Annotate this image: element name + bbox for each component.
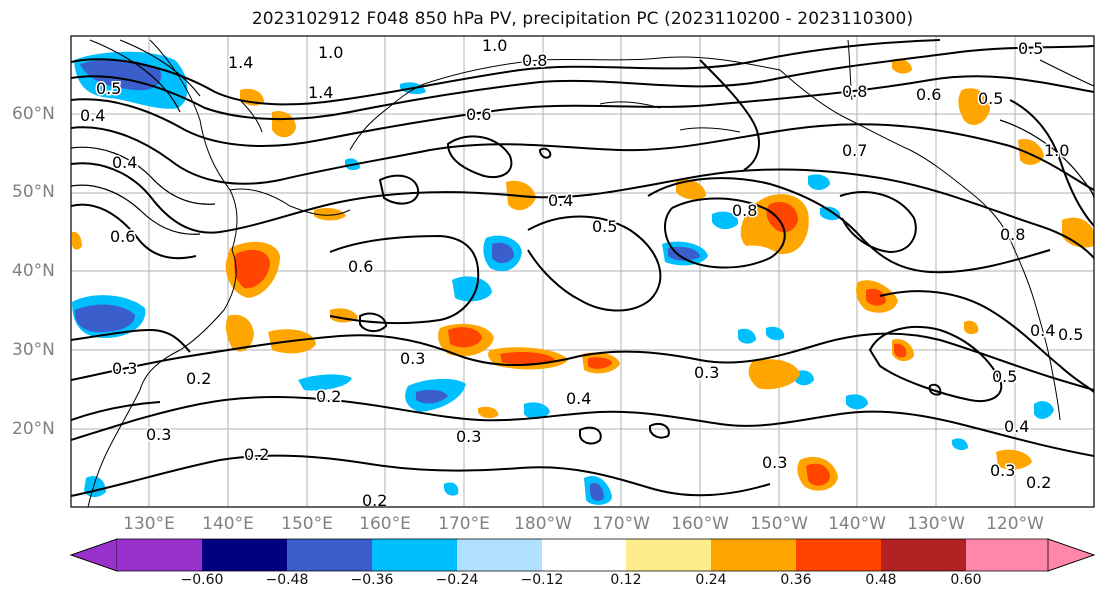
contour-label: 0.8 (842, 82, 867, 101)
lon-label: 160°E (359, 514, 411, 534)
lat-label: 30°N (12, 340, 55, 360)
colorbar-segment (117, 539, 202, 571)
colorbar-segment (202, 539, 287, 571)
contour-labels: 1.4 1.0 1.0 0.8 0.5 0.4 1.4 0.6 0.8 0.6 … (79, 35, 1085, 512)
lon-label: 170°E (438, 514, 490, 534)
contour-label: 0.5 (978, 89, 1003, 108)
colorbar-tick-label: −0.24 (435, 572, 479, 588)
lat-label: 40°N (12, 261, 55, 281)
lon-label: 180°W (514, 514, 572, 534)
contour-label: 0.2 (1026, 473, 1051, 492)
contour-label: 0.6 (916, 85, 941, 104)
lon-label: 120°W (986, 514, 1044, 534)
contour-label: 0.8 (1000, 225, 1025, 244)
contour-label: 0.3 (456, 427, 481, 446)
contour-label: 0.8 (522, 51, 547, 70)
colorbar-segment (966, 539, 1048, 571)
contour-label: 0.5 (992, 367, 1017, 386)
contour-label: 0.4 (112, 153, 137, 172)
contour-label: 1.0 (482, 36, 507, 55)
colorbar-tick-label: 0.60 (950, 572, 982, 588)
colorbar-tick-label: 0.48 (865, 572, 897, 588)
colorbar-outline (69, 538, 1096, 572)
pv-contours (71, 39, 1094, 497)
contour-label: 0.6 (348, 257, 373, 276)
contour-label: 0.5 (96, 79, 121, 98)
colorbar-tick-label: 0.36 (780, 572, 812, 588)
lon-label: 140°E (202, 514, 254, 534)
contour-label: 0.4 (566, 389, 591, 408)
colorbar-segment (796, 539, 881, 571)
colorbar-segment (711, 539, 796, 571)
colorbar-tick-label: −0.12 (520, 572, 564, 588)
contour-label: 0.2 (244, 445, 269, 464)
contour-label: 1.4 (228, 53, 253, 72)
contour-label: 0.4 (80, 106, 105, 125)
colorbar-tick-label: 0.12 (610, 572, 642, 588)
lat-label: 20°N (12, 419, 55, 439)
colorbar-tick-label: −0.36 (350, 572, 394, 588)
lon-label: 140°W (828, 514, 886, 534)
colorbar-tick-label: 0.24 (695, 572, 727, 588)
contour-label: 0.3 (762, 453, 787, 472)
contour-label: 0.4 (1030, 321, 1055, 340)
contour-label: 0.7 (842, 141, 867, 160)
precip-positive-shading (72, 58, 1094, 491)
colorbar-segment (881, 539, 966, 571)
colorbar-segment (372, 539, 457, 571)
contour-label: 1.4 (308, 83, 333, 102)
colorbar-segment (626, 539, 711, 571)
map-frame (70, 35, 1095, 508)
lat-label: 50°N (12, 182, 55, 202)
contour-label: 0.4 (1004, 417, 1029, 436)
colorbar-segment (457, 539, 542, 571)
lon-label: 150°E (281, 514, 333, 534)
lon-label: 130°E (123, 514, 175, 534)
contour-label: 0.6 (466, 105, 491, 124)
contour-label: 0.3 (694, 363, 719, 382)
contour-label: 0.2 (316, 387, 341, 406)
contour-label: 0.4 (548, 191, 573, 210)
contour-label: 0.6 (110, 227, 135, 246)
contour-label: 1.0 (318, 43, 343, 62)
coastlines (87, 39, 1061, 507)
contour-label: 1.0 (1044, 141, 1069, 160)
map-title: 2023102912 F048 850 hPa PV, precipitatio… (251, 9, 914, 29)
colorbar-extend-high (1047, 538, 1096, 572)
contour-label: 0.8 (732, 201, 757, 220)
colorbar-tick-label: −0.60 (180, 572, 224, 588)
colorbar-tick-label: −0.48 (265, 572, 309, 588)
contour-label: 0.5 (1018, 39, 1043, 58)
contour-label: 0.3 (400, 349, 425, 368)
colorbar-extend-low (69, 538, 118, 572)
contour-label: 0.3 (112, 359, 137, 378)
colorbar-segment (287, 539, 372, 571)
pv-contours-thin (71, 39, 1094, 235)
contour-label: 0.2 (186, 369, 211, 388)
contour-label: 0.5 (592, 217, 617, 236)
contour-label: 0.5 (1058, 325, 1083, 344)
lat-label: 60°N (12, 104, 55, 124)
lon-label: 150°W (750, 514, 808, 534)
lon-label: 130°W (907, 514, 965, 534)
contour-label: 0.3 (146, 425, 171, 444)
colorbar-segment (542, 539, 626, 571)
lon-label: 160°W (671, 514, 729, 534)
lon-label: 170°W (592, 514, 650, 534)
colorbar (69, 538, 1096, 572)
contour-label: 0.2 (362, 491, 387, 510)
contour-label: 0.3 (990, 461, 1015, 480)
